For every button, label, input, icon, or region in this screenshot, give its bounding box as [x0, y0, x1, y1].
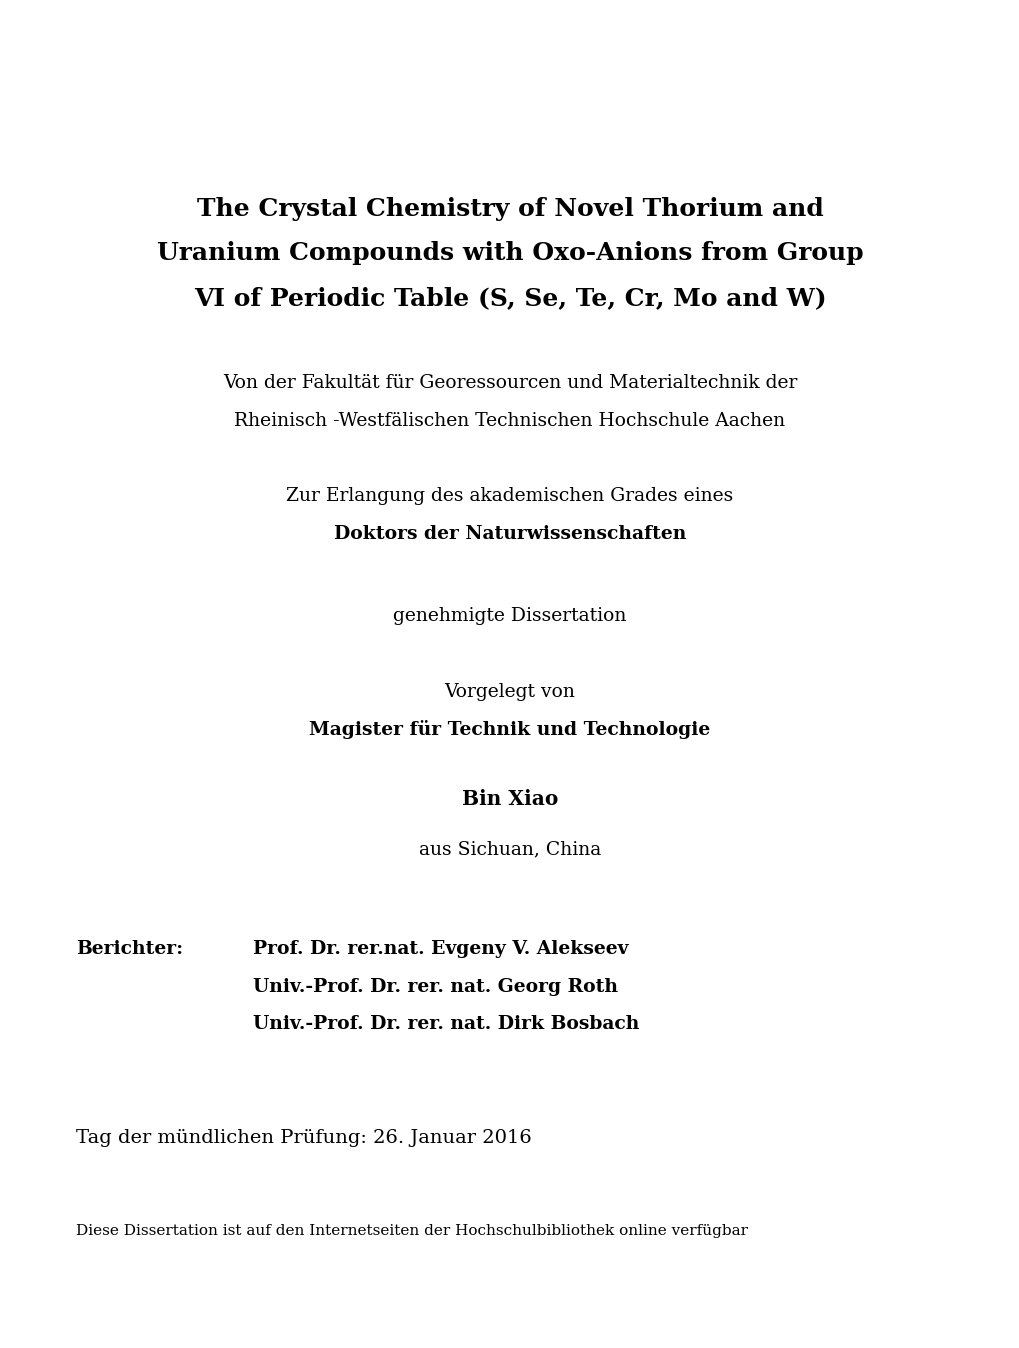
Text: Tag der mündlichen Prüfung: 26. Januar 2016: Tag der mündlichen Prüfung: 26. Januar 2… — [76, 1128, 532, 1147]
Text: Berichter:: Berichter: — [76, 940, 183, 958]
Text: Univ.-Prof. Dr. rer. nat. Dirk Bosbach: Univ.-Prof. Dr. rer. nat. Dirk Bosbach — [253, 1015, 639, 1034]
Text: Bin Xiao: Bin Xiao — [462, 790, 557, 809]
Text: Doktors der Naturwissenschaften: Doktors der Naturwissenschaften — [333, 524, 686, 543]
Text: VI of Periodic Table (S, Se, Te, Cr, Mo and W): VI of Periodic Table (S, Se, Te, Cr, Mo … — [194, 286, 825, 310]
Text: The Crystal Chemistry of Novel Thorium and: The Crystal Chemistry of Novel Thorium a… — [197, 197, 822, 221]
Text: Vorgelegt von: Vorgelegt von — [444, 682, 575, 701]
Text: genehmigte Dissertation: genehmigte Dissertation — [393, 607, 626, 625]
Text: Diese Dissertation ist auf den Internetseiten der Hochschulbibliothek online ver: Diese Dissertation ist auf den Internets… — [76, 1224, 748, 1237]
Text: Uranium Compounds with Oxo-Anions from Group: Uranium Compounds with Oxo-Anions from G… — [157, 241, 862, 266]
Text: Magister für Technik und Technologie: Magister für Technik und Technologie — [309, 720, 710, 739]
Text: Zur Erlangung des akademischen Grades eines: Zur Erlangung des akademischen Grades ei… — [286, 487, 733, 506]
Text: aus Sichuan, China: aus Sichuan, China — [419, 840, 600, 859]
Text: Prof. Dr. rer.nat. Evgeny V. Alekseev: Prof. Dr. rer.nat. Evgeny V. Alekseev — [253, 940, 628, 958]
Text: Univ.-Prof. Dr. rer. nat. Georg Roth: Univ.-Prof. Dr. rer. nat. Georg Roth — [253, 977, 618, 996]
Text: Rheinisch -Westfälischen Technischen Hochschule Aachen: Rheinisch -Westfälischen Technischen Hoc… — [234, 411, 785, 430]
Text: Von der Fakultät für Georessourcen und Materialtechnik der: Von der Fakultät für Georessourcen und M… — [222, 373, 797, 392]
